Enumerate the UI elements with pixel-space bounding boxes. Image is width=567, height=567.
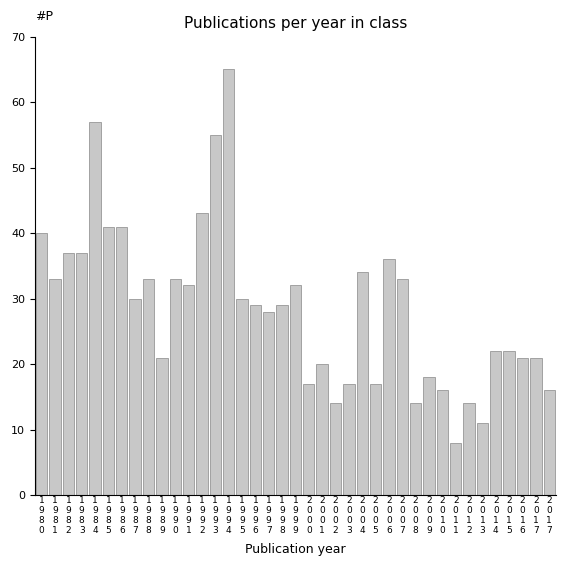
Bar	[116, 227, 128, 495]
Bar	[450, 443, 462, 495]
Bar	[196, 213, 208, 495]
Bar	[183, 285, 194, 495]
Bar	[330, 403, 341, 495]
Bar	[530, 358, 541, 495]
Text: #P: #P	[35, 10, 53, 23]
Bar	[103, 227, 114, 495]
Bar	[437, 390, 448, 495]
Bar	[249, 305, 261, 495]
Bar	[223, 69, 234, 495]
Bar	[143, 279, 154, 495]
Bar	[343, 384, 354, 495]
Bar	[36, 233, 47, 495]
X-axis label: Publication year: Publication year	[245, 543, 346, 556]
Bar	[424, 377, 435, 495]
Title: Publications per year in class: Publications per year in class	[184, 16, 407, 31]
Bar	[49, 279, 61, 495]
Bar	[236, 299, 248, 495]
Bar	[410, 403, 421, 495]
Bar	[129, 299, 141, 495]
Bar	[156, 358, 167, 495]
Bar	[477, 423, 488, 495]
Bar	[263, 312, 274, 495]
Bar	[503, 351, 515, 495]
Bar	[517, 358, 528, 495]
Bar	[357, 272, 368, 495]
Bar	[290, 285, 301, 495]
Bar	[396, 279, 408, 495]
Bar	[90, 122, 101, 495]
Bar	[316, 364, 328, 495]
Bar	[63, 253, 74, 495]
Bar	[463, 403, 475, 495]
Bar	[76, 253, 87, 495]
Bar	[383, 259, 395, 495]
Bar	[210, 135, 221, 495]
Bar	[370, 384, 381, 495]
Bar	[303, 384, 315, 495]
Bar	[544, 390, 555, 495]
Bar	[170, 279, 181, 495]
Bar	[276, 305, 287, 495]
Bar	[490, 351, 501, 495]
